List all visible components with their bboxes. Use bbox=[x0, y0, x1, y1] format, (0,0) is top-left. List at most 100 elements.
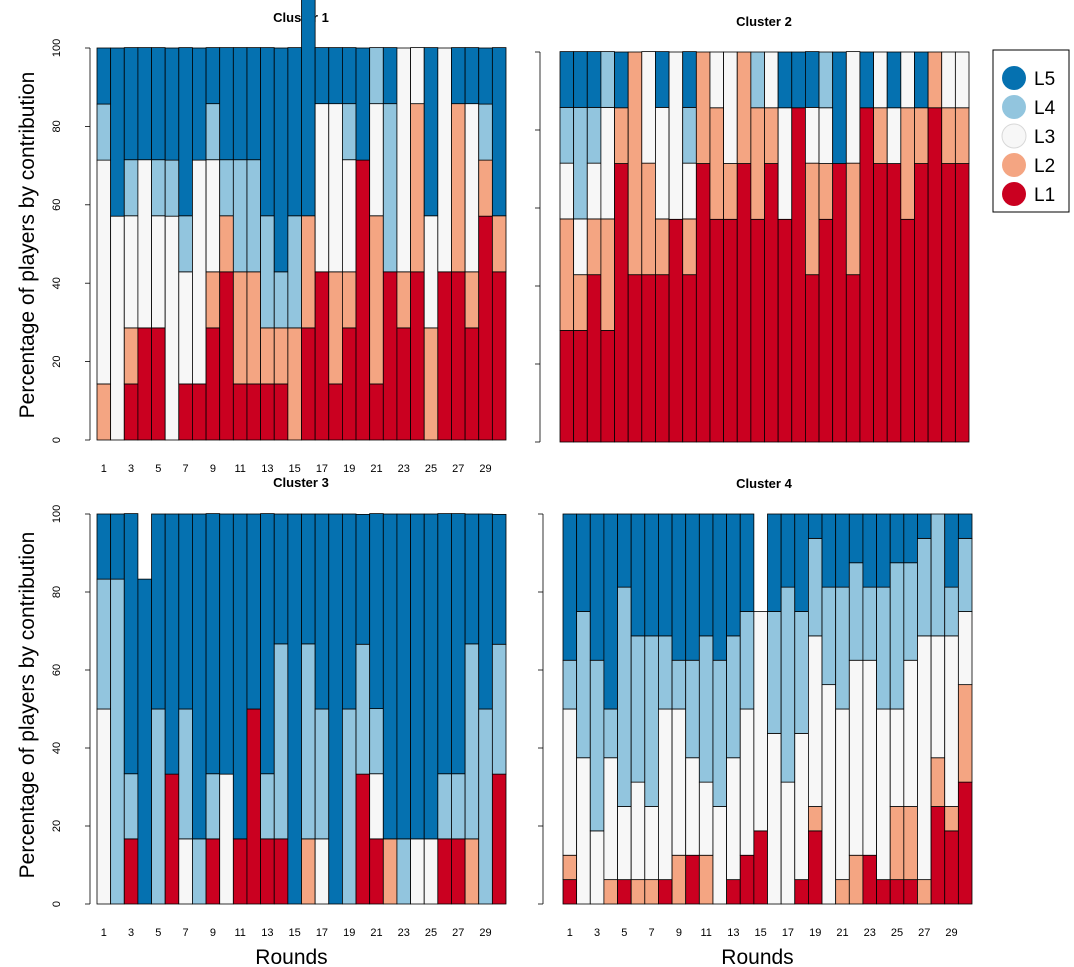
bar-segment-l3 bbox=[821, 684, 837, 905]
bar-segment-l5 bbox=[808, 513, 823, 539]
bar-segment-l1 bbox=[736, 163, 752, 443]
bar-segment-l1 bbox=[668, 218, 684, 443]
bar-segment-l4 bbox=[862, 586, 877, 661]
bar-segment-l5 bbox=[164, 513, 180, 775]
bar-segment-l5 bbox=[478, 513, 493, 710]
bar-segment-l1 bbox=[219, 271, 234, 441]
bar-segment-l4 bbox=[818, 51, 834, 109]
bar-segment-l1 bbox=[914, 163, 929, 443]
bar-segment-l2 bbox=[273, 327, 289, 385]
bar-segment-l3 bbox=[396, 47, 411, 273]
bar-segment-l3 bbox=[423, 838, 439, 905]
bar-segment-l1 bbox=[750, 218, 765, 443]
bar-segment-l4 bbox=[617, 586, 632, 807]
bar-segment-l4 bbox=[151, 159, 166, 217]
x-tick-label: 21 bbox=[370, 927, 382, 939]
bar-segment-l2 bbox=[301, 838, 316, 905]
bar-segment-l3 bbox=[573, 218, 588, 276]
bar-segment-l3 bbox=[600, 106, 615, 220]
bar-segment-l5 bbox=[791, 51, 806, 109]
bar-segment-l3 bbox=[410, 838, 425, 905]
bar-segment-l5 bbox=[859, 51, 874, 109]
bar-segment-l3 bbox=[151, 215, 166, 329]
bar-segment-l5 bbox=[644, 513, 659, 637]
bar-segment-l2 bbox=[205, 271, 221, 329]
bar-segment-l2 bbox=[328, 271, 343, 385]
bar-segment-l2 bbox=[695, 51, 711, 164]
bar-segment-l1 bbox=[586, 274, 602, 443]
x-tick-label: 1 bbox=[101, 927, 107, 939]
bar-segment-l4 bbox=[341, 708, 357, 905]
legend-marker-l1 bbox=[1002, 182, 1026, 206]
bar-segment-l1 bbox=[451, 271, 466, 441]
bar-segment-l2 bbox=[287, 327, 302, 441]
bar-segment-l2 bbox=[644, 879, 659, 905]
bar-segment-l4 bbox=[232, 159, 248, 273]
bar-segment-l5 bbox=[96, 513, 112, 580]
bar-segment-l1 bbox=[410, 271, 425, 441]
bar-segment-l5 bbox=[246, 47, 262, 161]
x-tick-label: 1 bbox=[101, 463, 107, 475]
bar-segment-l4 bbox=[644, 635, 659, 807]
bar-segment-l2 bbox=[219, 215, 234, 273]
x-tick-label: 23 bbox=[398, 463, 410, 475]
x-tick-label: 15 bbox=[289, 463, 301, 475]
x-axis-label: Rounds bbox=[721, 946, 793, 967]
bar-segment-l2 bbox=[301, 215, 316, 329]
x-tick-label: 17 bbox=[316, 463, 328, 475]
bar-segment-l5 bbox=[341, 47, 357, 105]
x-tick-label: 11 bbox=[234, 927, 245, 939]
bar-segment-l1 bbox=[151, 327, 166, 441]
bar-segment-l5 bbox=[685, 513, 700, 661]
bar-segment-l2 bbox=[586, 218, 602, 276]
bar-segment-l2 bbox=[914, 107, 929, 164]
bar-segment-l1 bbox=[437, 271, 452, 441]
bar-segment-l5 bbox=[260, 47, 275, 217]
bar-segment-l3 bbox=[559, 162, 575, 220]
bar-segment-l2 bbox=[96, 383, 112, 441]
bar-segment-l1 bbox=[437, 838, 452, 905]
bar-segment-l5 bbox=[314, 47, 330, 105]
bar-segment-l3 bbox=[192, 159, 207, 385]
bar-segment-l5 bbox=[328, 513, 343, 905]
bar-segment-l4 bbox=[698, 635, 714, 783]
x-tick-label: 13 bbox=[261, 927, 273, 939]
bar-segment-l5 bbox=[328, 47, 343, 105]
x-tick-label: 23 bbox=[398, 927, 410, 939]
bar-segment-l2 bbox=[903, 806, 918, 881]
bar-segment-l5 bbox=[369, 513, 384, 710]
x-tick-label: 3 bbox=[128, 463, 134, 475]
bar-segment-l3 bbox=[876, 708, 891, 881]
bar-segment-l4 bbox=[382, 103, 398, 273]
bar-segment-l5 bbox=[464, 513, 480, 645]
bar-segment-l3 bbox=[219, 773, 234, 905]
y-tick-label: 60 bbox=[51, 664, 63, 676]
bar-segment-l5 bbox=[917, 513, 932, 539]
bar-segment-l1 bbox=[246, 708, 262, 905]
bar-segment-l2 bbox=[709, 107, 724, 220]
bar-segment-l1 bbox=[685, 854, 700, 905]
bar-segment-l5 bbox=[876, 513, 891, 588]
bar-segment-l3 bbox=[617, 806, 632, 881]
bar-segment-l1 bbox=[491, 773, 507, 905]
bar-segment-l4 bbox=[273, 643, 289, 840]
x-tick-label: 29 bbox=[945, 927, 957, 939]
bar-segment-l1 bbox=[845, 274, 861, 443]
x-tick-label: 27 bbox=[918, 927, 930, 939]
bar-segment-l4 bbox=[630, 635, 646, 783]
bar-segment-l3 bbox=[655, 106, 670, 220]
bar-segment-l1 bbox=[273, 838, 289, 905]
bar-segment-l5 bbox=[273, 513, 289, 645]
bar-segment-l1 bbox=[328, 383, 343, 441]
y-axis-label-top: Percentage of players by contribution bbox=[16, 72, 39, 419]
bar-segment-l5 bbox=[914, 51, 929, 109]
bar-segment-l3 bbox=[930, 635, 946, 759]
bar-segment-l4 bbox=[369, 708, 384, 775]
panel-title: Cluster 1 bbox=[273, 10, 329, 25]
bar-segment-l5 bbox=[655, 51, 670, 108]
bar-segment-l5 bbox=[232, 513, 248, 840]
bar-segment-l1 bbox=[723, 218, 738, 443]
bar-segment-l5 bbox=[205, 513, 221, 775]
bar-segment-l5 bbox=[192, 47, 207, 161]
bar-segment-l3 bbox=[314, 103, 330, 273]
